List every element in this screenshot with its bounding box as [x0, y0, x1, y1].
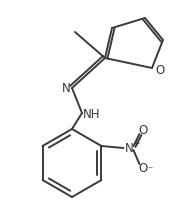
Text: ⁻: ⁻ [148, 165, 153, 175]
Text: O: O [139, 124, 148, 136]
Text: N: N [62, 83, 70, 95]
Text: O: O [155, 64, 165, 76]
Text: +: + [132, 138, 139, 148]
Text: O: O [139, 161, 148, 175]
Text: N: N [125, 141, 134, 154]
Text: NH: NH [83, 108, 101, 122]
